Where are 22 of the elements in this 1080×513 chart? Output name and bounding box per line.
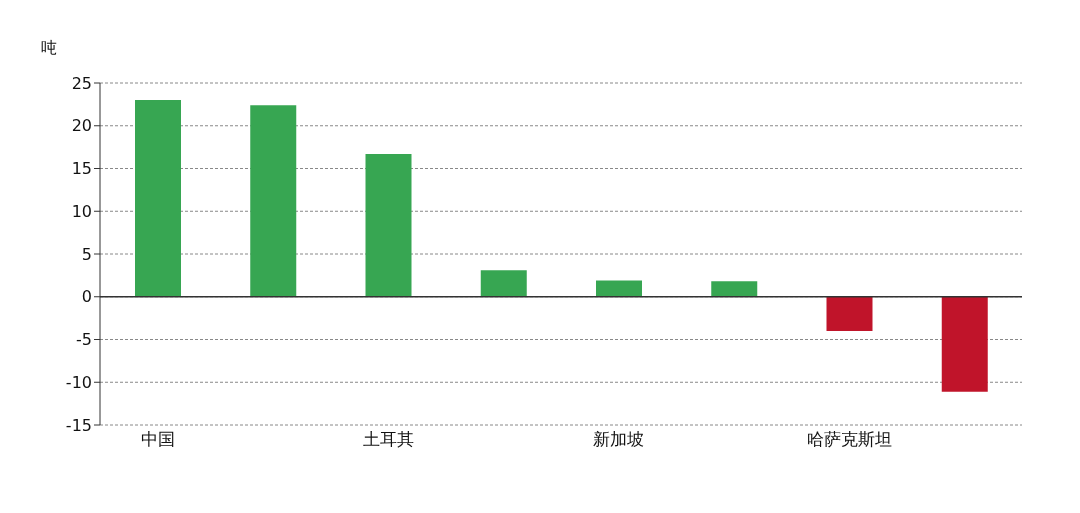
y-tick-label: 5 — [81, 244, 92, 264]
y-tick-label: 25 — [71, 73, 92, 93]
y-tick-label: -5 — [76, 330, 92, 350]
bar — [826, 296, 873, 331]
y-tick-label: 10 — [71, 201, 92, 221]
x-tick-label: 新加坡 — [593, 429, 645, 450]
bar — [941, 296, 988, 392]
y-tick-label: 15 — [71, 159, 92, 179]
y-tick-label: -10 — [65, 372, 92, 392]
bar — [711, 281, 758, 297]
x-tick-label: 中国 — [140, 429, 175, 450]
y-tick-label: 20 — [71, 116, 92, 136]
bar — [596, 280, 642, 297]
y-tick-label: -15 — [65, 415, 92, 435]
x-tick-label: 土耳其 — [362, 429, 414, 450]
x-tick-label: 哈萨克斯坦 — [806, 429, 892, 450]
y-axis-title: 吨 — [41, 38, 57, 57]
bar — [250, 105, 297, 297]
bar — [480, 270, 527, 297]
bar — [135, 100, 181, 297]
y-tick-label: 0 — [81, 287, 92, 307]
bar — [365, 153, 412, 297]
